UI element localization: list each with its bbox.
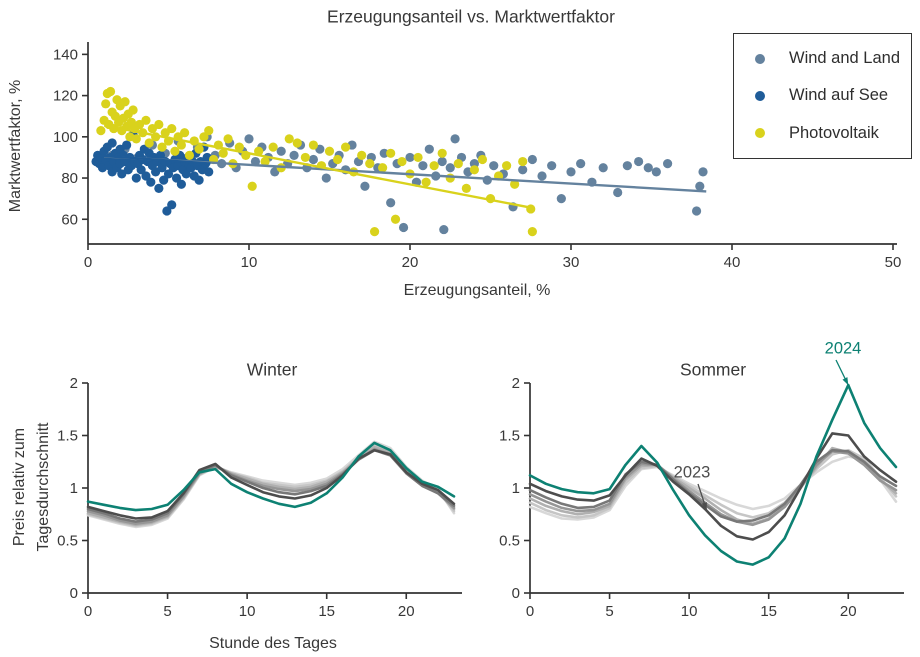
sommer-line-2020	[528, 446, 898, 526]
sommer-y-tick-label: 0	[512, 585, 520, 602]
winter-x-tick-label: 5	[163, 603, 171, 620]
sommer-line-2019	[528, 448, 898, 519]
sommer-line-2023	[528, 432, 898, 541]
sommer-line-2018	[528, 455, 898, 521]
sommer-y-tick-label: 2	[512, 375, 520, 392]
scatter-y-tick-label: 100	[53, 129, 78, 146]
sommer-title: Sommer	[679, 359, 747, 380]
winter-x-tick-label: 0	[84, 603, 92, 620]
scatter-y-axis-label: Marktwertfaktor, %	[7, 79, 24, 213]
trend-line-2	[103, 124, 533, 210]
bottom-x-axis-label: Stunde des Tages	[209, 635, 337, 652]
scatter-y-tick-label: 120	[53, 88, 78, 105]
scatter-x-tick-label: 0	[84, 254, 92, 271]
winter-x-tick-label: 15	[318, 603, 335, 620]
scatter-y-tick-label: 140	[53, 46, 78, 63]
winter-title: Winter	[246, 359, 298, 380]
winter-axes: 0 5 10 15 20 0 0.5 1 1.5 2	[57, 375, 462, 620]
sommer-y-tick-label: 1.5	[499, 428, 520, 445]
bottom-y-axis-label-line2: Tagesdurchschnitt	[35, 422, 52, 552]
sommer-y-tick-label: 0.5	[499, 533, 520, 550]
winter-y-tick-label: 0	[70, 585, 78, 602]
winter-line-2023	[86, 448, 456, 520]
scatter-x-tick-label: 20	[402, 254, 419, 271]
annotation-arrowhead-2023	[701, 502, 707, 511]
scatter-x-tick-label: 10	[241, 254, 258, 271]
sommer-line-2024	[528, 383, 898, 566]
sommer-x-tick-label: 5	[605, 603, 613, 620]
scatter-axes: 0 10 20 30 40 50 60 80 100 120 140	[53, 42, 901, 271]
winter-y-tick-label: 2	[70, 375, 78, 392]
bottom-y-axis-label-line1: Preis relativ zum	[11, 427, 28, 547]
annotation-2023: 2023	[673, 463, 711, 482]
winter-y-tick-label: 1	[70, 480, 78, 497]
scatter-title: Erzeugungsanteil vs. Marktwertfaktor	[327, 6, 615, 27]
scatter-series-2	[96, 86, 537, 237]
winter-x-tick-label: 10	[239, 603, 256, 620]
scatter-x-tick-label: 40	[724, 254, 741, 271]
legend-label: Wind and Land	[789, 49, 900, 68]
legend: Wind and Land Wind auf See Photovoltaik	[733, 33, 912, 159]
scatter-x-tick-label: 50	[885, 254, 902, 271]
legend-label: Wind auf See	[789, 86, 889, 105]
legend-item-photovoltaik: Photovoltaik	[734, 124, 911, 143]
sommer-y-tick-label: 1	[512, 480, 520, 497]
winter-y-tick-label: 0.5	[57, 533, 78, 550]
legend-item-wind-auf-see: Wind auf See	[734, 86, 911, 105]
sommer-x-tick-label: 0	[526, 603, 534, 620]
annotation-2024: 2024	[824, 339, 862, 358]
scatter-x-tick-label: 30	[563, 254, 580, 271]
sommer-axes: 0 5 10 15 20 0 0.5 1 1.5 2	[499, 375, 904, 620]
sommer-x-tick-label: 15	[760, 603, 777, 620]
legend-label: Photovoltaik	[789, 123, 879, 142]
scatter-y-tick-label: 60	[61, 211, 78, 228]
sommer-x-tick-label: 10	[681, 603, 698, 620]
sommer-line-2022	[528, 448, 898, 523]
scatter-y-tick-label: 80	[61, 170, 78, 187]
winter-x-tick-label: 20	[398, 603, 415, 620]
legend-item-wind-an-land: Wind and Land	[734, 49, 911, 68]
photovoltaik-dot-icon	[755, 128, 765, 139]
trend-line-1	[95, 154, 211, 165]
wind-and-land-dot-icon	[755, 53, 765, 64]
winter-line-2024	[86, 441, 456, 512]
wind-auf-see-dot-icon	[755, 90, 765, 101]
winter-y-tick-label: 1.5	[57, 428, 78, 445]
scatter-x-axis-label: Erzeugungsanteil, %	[403, 282, 551, 299]
sommer-x-tick-label: 20	[840, 603, 857, 620]
annotation-arrowhead-2024	[842, 377, 849, 386]
